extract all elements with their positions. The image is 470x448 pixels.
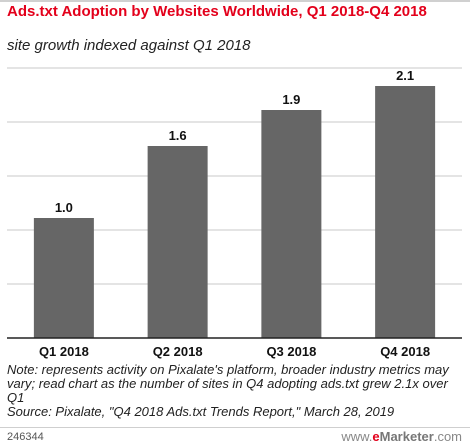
brand-prefix: www. <box>341 429 373 444</box>
bar-q2-2018 <box>147 146 208 338</box>
bar-q4-2018 <box>375 86 436 338</box>
bar-q1-2018 <box>33 218 94 338</box>
bar-value-label: 1.0 <box>55 200 73 215</box>
bar-value-label: 2.1 <box>396 68 414 83</box>
emarketer-logo[interactable]: www.eMarketer.com <box>341 429 462 444</box>
x-tick-label: Q2 2018 <box>153 344 203 359</box>
bar-value-label: 1.9 <box>282 92 300 107</box>
chart-id: 246344 <box>7 431 44 443</box>
brand-e: e <box>372 429 380 444</box>
bar-chart: 1.0 Q1 2018 1.6 Q2 2018 1.9 Q3 2018 2.1 Q4 2018 <box>7 67 462 359</box>
x-tick-label: Q3 2018 <box>266 344 316 359</box>
brand-rest: Marketer <box>379 429 434 444</box>
note-text: Note: represents activity on Pixalate's … <box>7 362 449 405</box>
x-tick-label: Q4 2018 <box>380 344 430 359</box>
footer: 246344 www.eMarketer.com <box>0 427 470 448</box>
brand-suffix: .com <box>433 429 462 444</box>
top-rule <box>0 0 470 2</box>
bar-value-label: 1.6 <box>169 128 187 143</box>
x-tick-label: Q1 2018 <box>39 344 89 359</box>
chart-subtitle: site growth indexed against Q1 2018 <box>7 37 251 54</box>
source-text: Source: Pixalate, "Q4 2018 Ads.txt Trend… <box>7 404 395 419</box>
bar-q3-2018 <box>261 110 322 338</box>
chart-notes: Note: represents activity on Pixalate's … <box>7 363 462 419</box>
chart-title: Ads.txt Adoption by Websites Worldwide, … <box>7 3 427 20</box>
